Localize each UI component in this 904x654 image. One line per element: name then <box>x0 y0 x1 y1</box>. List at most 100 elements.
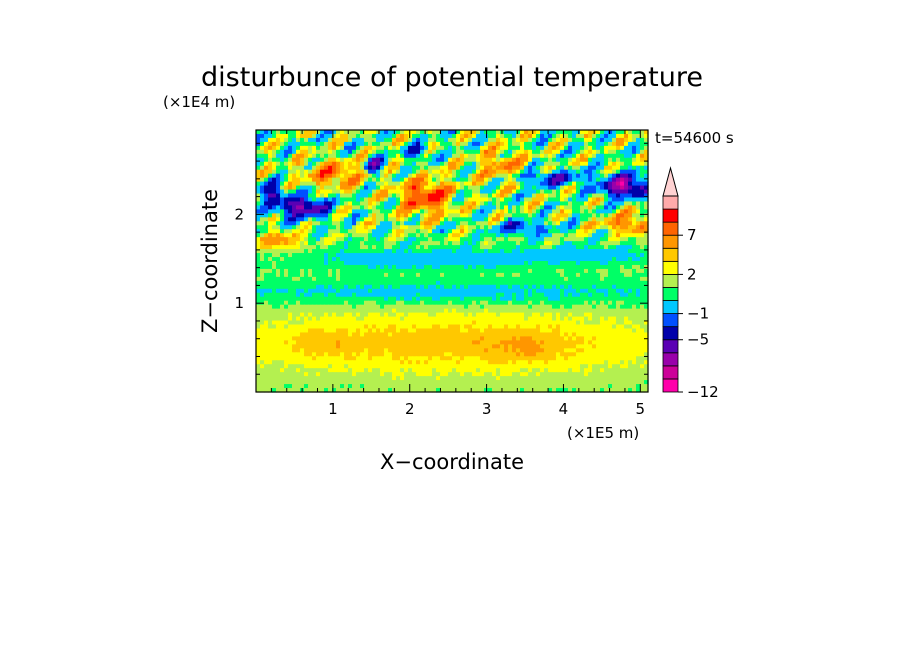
contour-cell <box>588 221 593 226</box>
contour-cell <box>596 197 601 203</box>
contour-cell <box>556 193 561 199</box>
contour-cell <box>288 272 293 278</box>
contour-cell <box>256 157 261 163</box>
contour-cell <box>308 149 313 155</box>
contour-cell <box>272 149 277 155</box>
contour-cell <box>628 296 633 302</box>
contour-cell <box>312 225 317 230</box>
contour-cell <box>492 133 497 139</box>
contour-cell <box>624 217 629 222</box>
contour-cell <box>260 137 265 143</box>
contour-cell <box>512 153 517 159</box>
contour-cell <box>588 185 593 191</box>
contour-cell <box>576 169 581 175</box>
contour-cell <box>376 284 381 290</box>
contour-cell <box>256 149 261 155</box>
contour-cell <box>528 233 533 238</box>
contour-cell <box>484 272 489 278</box>
contour-cell <box>504 141 509 147</box>
contour-cell <box>472 276 477 282</box>
contour-cell <box>396 153 401 159</box>
contour-cell <box>580 181 585 187</box>
contour-cell <box>300 272 305 278</box>
contour-cell <box>576 324 581 330</box>
contour-cell <box>600 217 605 222</box>
contour-cell <box>484 284 489 290</box>
contour-cell <box>616 137 621 143</box>
contour-cell <box>512 181 517 187</box>
contour-cell <box>404 320 409 326</box>
contour-cell <box>528 145 533 151</box>
contour-cell <box>624 308 629 314</box>
contour-cell <box>416 272 421 278</box>
contour-cell <box>280 308 285 314</box>
contour-cell <box>428 161 433 167</box>
contour-cell <box>468 165 473 171</box>
contour-cell <box>636 145 641 151</box>
contour-cell <box>560 161 565 167</box>
contour-cell <box>428 324 433 330</box>
contour-cell <box>516 221 521 226</box>
contour-cell <box>344 153 349 159</box>
contour-cell <box>524 193 529 199</box>
contour-cell <box>636 304 641 310</box>
contour-cell <box>400 153 405 159</box>
contour-cell <box>340 205 345 210</box>
contour-cell <box>436 241 441 246</box>
contour-cell <box>356 221 361 226</box>
contour-cell <box>580 197 585 203</box>
contour-cell <box>432 257 437 262</box>
contour-cell <box>308 253 313 258</box>
contour-cell <box>400 193 405 199</box>
contour-cell <box>596 257 601 262</box>
contour-cell <box>356 300 361 306</box>
contour-cell <box>292 268 297 274</box>
contour-cell <box>504 145 509 151</box>
contour-cell <box>600 268 605 274</box>
contour-cell <box>336 221 341 226</box>
contour-cell <box>408 292 413 298</box>
contour-cell <box>616 177 621 183</box>
contour-cell <box>468 284 473 290</box>
contour-cell <box>300 177 305 183</box>
contour-cell <box>496 276 501 282</box>
contour-cell <box>556 229 561 234</box>
contour-cell <box>380 229 385 234</box>
contour-cell <box>336 130 341 135</box>
contour-cell <box>376 312 381 318</box>
contour-cell <box>448 300 453 306</box>
contour-cell <box>380 177 385 183</box>
contour-cell <box>408 221 413 226</box>
contour-cell <box>264 276 269 282</box>
contour-cell <box>608 201 613 207</box>
contour-cell <box>472 185 477 191</box>
contour-cell <box>544 316 549 322</box>
contour-cell <box>292 137 297 143</box>
contour-cell <box>636 261 641 266</box>
contour-cell <box>424 276 429 282</box>
contour-cell <box>404 165 409 171</box>
contour-cell <box>560 130 565 135</box>
contour-cell <box>364 245 369 250</box>
contour-cell <box>432 169 437 175</box>
contour-cell <box>396 233 401 238</box>
contour-cell <box>316 169 321 175</box>
contour-cell <box>400 261 405 266</box>
contour-cell <box>436 213 441 218</box>
contour-cell <box>640 153 645 159</box>
contour-cell <box>564 241 569 246</box>
contour-cell <box>432 213 437 218</box>
contour-cell <box>568 221 573 226</box>
contour-cell <box>428 253 433 258</box>
contour-cell <box>272 213 277 218</box>
contour-cell <box>532 217 537 222</box>
contour-cell <box>476 284 481 290</box>
contour-cell <box>280 229 285 234</box>
contour-cell <box>372 130 377 135</box>
contour-cell <box>592 300 597 306</box>
contour-cell <box>256 165 261 171</box>
contour-cell <box>608 221 613 226</box>
contour-cell <box>428 245 433 250</box>
contour-cell <box>556 165 561 171</box>
contour-cell <box>588 316 593 322</box>
